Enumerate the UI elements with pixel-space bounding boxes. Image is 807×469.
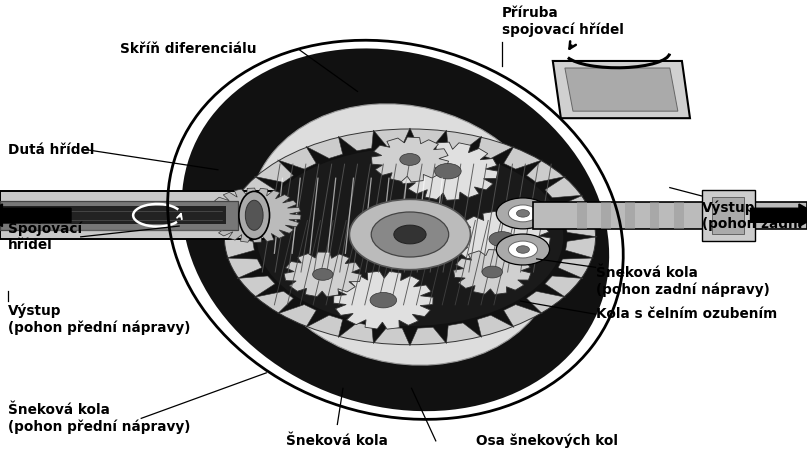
- FancyArrow shape: [0, 204, 71, 227]
- Text: Spojovací
hřídel: Spojovací hřídel: [8, 221, 82, 252]
- Circle shape: [349, 199, 470, 270]
- Text: Kola s čelním ozubením: Kola s čelním ozubením: [596, 307, 777, 321]
- Circle shape: [257, 148, 563, 326]
- Polygon shape: [454, 250, 531, 295]
- Polygon shape: [601, 202, 611, 229]
- Polygon shape: [533, 202, 807, 229]
- Polygon shape: [577, 202, 587, 229]
- Polygon shape: [565, 68, 678, 111]
- Circle shape: [312, 268, 333, 280]
- Text: Skříň diferenciálu: Skříň diferenciálu: [120, 42, 257, 56]
- Circle shape: [435, 164, 461, 179]
- Circle shape: [224, 129, 596, 345]
- Ellipse shape: [249, 104, 558, 365]
- Polygon shape: [650, 202, 659, 229]
- Polygon shape: [333, 271, 433, 329]
- FancyArrow shape: [751, 204, 807, 227]
- Text: Výstup
(pohon zadní nápravy): Výstup (pohon zadní nápravy): [702, 200, 807, 231]
- Polygon shape: [207, 188, 301, 242]
- Polygon shape: [702, 190, 755, 241]
- Ellipse shape: [239, 191, 270, 239]
- Polygon shape: [712, 197, 744, 234]
- Circle shape: [399, 153, 420, 166]
- Circle shape: [489, 232, 515, 247]
- Polygon shape: [0, 201, 238, 230]
- Circle shape: [370, 293, 396, 308]
- Text: Šneková kola: Šneková kola: [286, 434, 388, 448]
- Polygon shape: [454, 211, 550, 267]
- Text: Příruba
spojovací hřídel: Příruba spojovací hřídel: [502, 6, 624, 37]
- Text: Osa šnekových kol: Osa šnekových kol: [476, 434, 618, 448]
- Circle shape: [394, 225, 426, 244]
- Circle shape: [371, 212, 449, 257]
- Polygon shape: [553, 61, 690, 118]
- Circle shape: [516, 246, 529, 253]
- Ellipse shape: [182, 48, 609, 411]
- Polygon shape: [371, 137, 449, 182]
- Text: Šneková kola
(pohon přední nápravy): Šneková kola (pohon přední nápravy): [8, 403, 190, 434]
- Text: Dutá hřídel: Dutá hřídel: [8, 143, 94, 157]
- Circle shape: [496, 198, 550, 229]
- Circle shape: [516, 210, 529, 217]
- Polygon shape: [0, 191, 273, 239]
- Circle shape: [508, 205, 537, 222]
- Ellipse shape: [245, 200, 263, 230]
- Polygon shape: [223, 128, 597, 346]
- Ellipse shape: [165, 39, 625, 421]
- Polygon shape: [0, 206, 226, 224]
- Text: Šneková kola
(pohon zadní nápravy): Šneková kola (pohon zadní nápravy): [596, 266, 769, 297]
- Polygon shape: [625, 202, 635, 229]
- Circle shape: [482, 266, 503, 278]
- Text: Výstup
(pohon přední nápravy): Výstup (pohon přední nápravy): [8, 303, 190, 334]
- Polygon shape: [398, 142, 498, 200]
- Circle shape: [508, 241, 537, 258]
- Polygon shape: [284, 252, 362, 297]
- Polygon shape: [674, 202, 684, 229]
- Circle shape: [496, 234, 550, 265]
